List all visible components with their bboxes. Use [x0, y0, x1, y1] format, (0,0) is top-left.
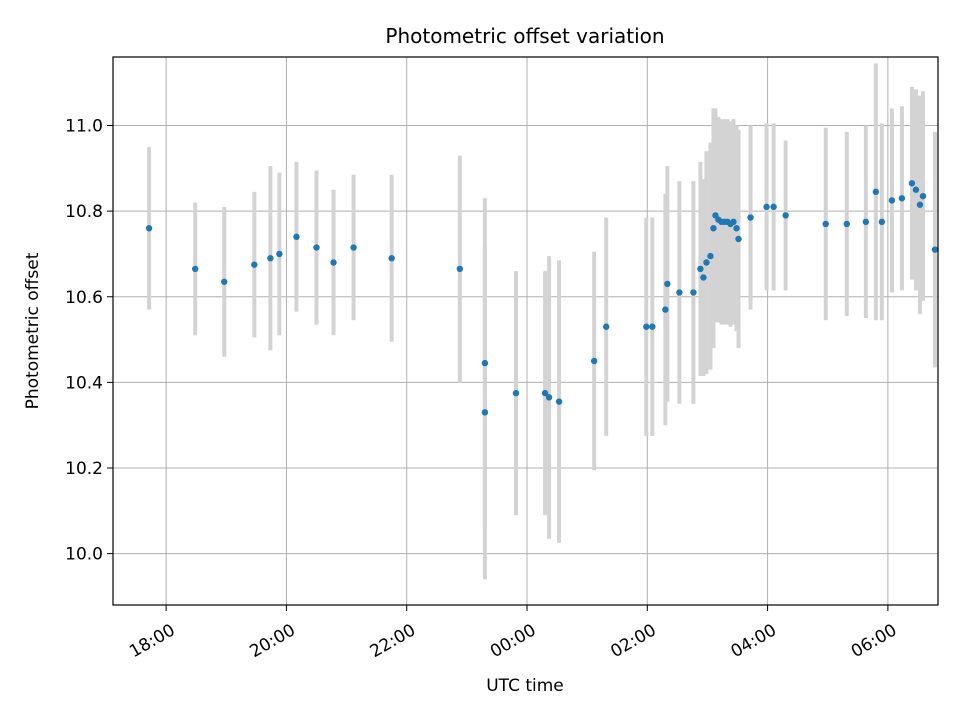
data-point	[931, 246, 939, 253]
data-point	[898, 195, 906, 202]
data-point	[643, 323, 650, 330]
data-point	[350, 244, 357, 251]
data-point	[602, 323, 610, 330]
data-point	[872, 188, 880, 196]
data-point	[703, 259, 710, 266]
data-point	[555, 398, 563, 405]
data-point	[664, 280, 671, 288]
data-point	[251, 261, 258, 268]
data-point	[908, 180, 916, 187]
data-point	[733, 225, 740, 232]
data-point	[145, 225, 153, 232]
y-tick-label: 10.4	[65, 373, 103, 393]
data-point	[545, 394, 553, 401]
plot-frame	[112, 56, 939, 606]
data-point	[710, 225, 717, 232]
data-point	[649, 323, 656, 330]
data-point	[747, 214, 754, 221]
data-point	[735, 235, 742, 243]
y-tick-label: 11.0	[65, 117, 103, 137]
data-point	[822, 220, 829, 228]
data-point	[541, 389, 549, 397]
data-point	[888, 197, 896, 204]
data-point	[700, 274, 707, 281]
y-tick-label: 10.8	[65, 202, 103, 222]
data-point	[313, 244, 320, 251]
data-point	[782, 212, 789, 219]
data-point	[293, 233, 300, 241]
data-point	[730, 218, 737, 226]
y-tick-label: 10.6	[65, 288, 103, 308]
data-point	[191, 265, 199, 273]
y-axis-ticks: 10.0 10.2 10.4 10.6 10.8 11.0	[65, 117, 113, 565]
y-tick-label: 10.0	[65, 545, 103, 565]
chart-title: Photometric offset variation	[385, 24, 664, 48]
data-point	[690, 289, 697, 296]
data-point	[912, 186, 920, 193]
data-point	[481, 409, 489, 416]
data-point	[276, 250, 283, 258]
data-point	[919, 192, 927, 200]
data-point	[481, 359, 489, 367]
data-point	[878, 218, 886, 226]
data-point	[770, 203, 777, 211]
data-point	[676, 289, 683, 296]
data-point	[388, 255, 395, 262]
data-point	[590, 357, 598, 365]
data-point	[916, 201, 924, 208]
data-point	[763, 203, 770, 211]
data-points	[145, 180, 939, 416]
data-point	[330, 259, 337, 266]
data-point	[267, 255, 274, 262]
y-tick-label: 10.2	[65, 459, 103, 479]
y-axis-label: Photometric offset	[23, 252, 43, 409]
x-axis-label: UTC time	[486, 676, 564, 696]
data-point	[221, 278, 228, 285]
data-point	[862, 218, 870, 226]
data-point	[697, 265, 704, 273]
data-point	[707, 252, 714, 260]
data-point	[512, 389, 520, 397]
data-point	[662, 306, 669, 313]
data-point	[843, 220, 850, 228]
data-point	[456, 265, 464, 273]
